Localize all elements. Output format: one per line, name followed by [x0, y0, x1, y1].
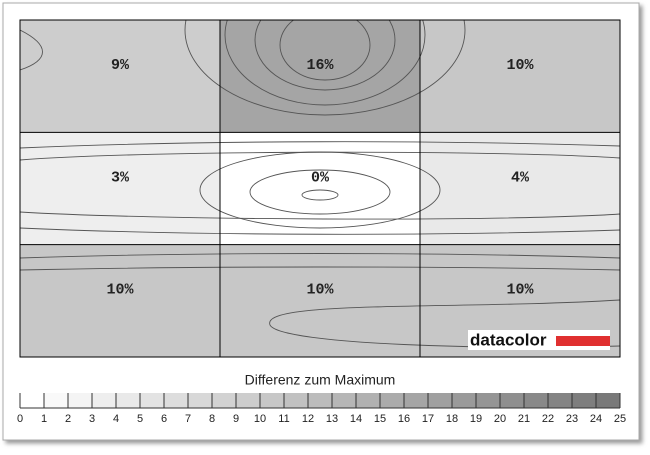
contour	[20, 151, 620, 161]
cell	[420, 20, 620, 133]
contour	[279, 20, 371, 81]
cell	[220, 132, 420, 245]
colorbar-tick-label: 21	[518, 413, 530, 425]
contour	[20, 253, 620, 259]
cell	[220, 20, 420, 133]
cell	[20, 20, 220, 133]
contour	[249, 169, 391, 215]
cell-label: 10%	[106, 282, 134, 299]
cell-label: 10%	[506, 57, 534, 74]
contours	[20, 20, 620, 348]
logo: datacolor	[470, 330, 547, 349]
colorbar-tick-label: 4	[113, 413, 119, 425]
cell	[20, 244, 220, 357]
contour	[20, 29, 43, 71]
colorbar-segment	[236, 393, 260, 408]
colorbar-tick-label: 6	[161, 413, 167, 425]
cell-label: 16%	[306, 57, 334, 74]
cell-label: 9%	[111, 57, 130, 74]
colorbar-tick-label: 23	[566, 413, 578, 425]
colorbar-segment	[404, 393, 428, 408]
colorbar-tick-label: 11	[278, 413, 289, 425]
colorbar-tick-label: 14	[350, 413, 362, 425]
cell-label: 4%	[511, 169, 530, 186]
colorbar-tick-label: 18	[446, 413, 458, 425]
colorbar-segment	[92, 393, 116, 408]
cell	[420, 132, 620, 245]
colorbar-tick-label: 2	[65, 413, 71, 425]
colorbar-tick-label: 12	[302, 413, 314, 425]
colorbar-segment	[332, 393, 356, 408]
colorbar-title: Differenz zum Maximum	[245, 372, 396, 388]
colorbar-tick-label: 10	[254, 413, 266, 425]
colorbar-segment	[20, 393, 44, 408]
colorbar-segment	[500, 393, 524, 408]
colorbar-tick-label: 19	[470, 413, 482, 425]
cell	[220, 244, 420, 357]
colorbar-segment	[164, 393, 188, 408]
colorbar-tick-label: 13	[326, 413, 338, 425]
colorbar-tick-label: 5	[137, 413, 143, 425]
contour	[20, 211, 620, 220]
colorbar-segment	[452, 393, 476, 408]
contour	[20, 141, 620, 149]
colorbar-segment	[476, 393, 500, 408]
colorbar-segment	[260, 393, 284, 408]
contour	[224, 20, 426, 106]
cell-label: 0%	[311, 169, 330, 186]
plot-border	[19, 19, 621, 358]
colorbar-segment	[44, 393, 68, 408]
colorbar-segment	[428, 393, 452, 408]
colorbar: 0 1 2 3 4 5 6 7 8 9 10 11 12 13 14 15 16 17 18 19 20 21 22 23 24…	[17, 393, 626, 425]
cell-label: 10%	[506, 282, 534, 299]
colorbar-segment	[116, 393, 140, 408]
colorbar-tick-label: 20	[494, 413, 506, 425]
logo-bar	[556, 336, 610, 346]
colorbar-tick-label: 1	[41, 413, 47, 425]
contour	[254, 20, 396, 91]
colorbar-segment	[308, 393, 332, 408]
colorbar-segment	[356, 393, 380, 408]
colorbar-tick-label: 7	[185, 413, 191, 425]
colorbar-tick-label: 25	[614, 413, 626, 425]
colorbar-segment	[572, 393, 596, 408]
colorbar-segment	[68, 393, 92, 408]
contour	[301, 189, 339, 201]
heatmap	[20, 20, 620, 357]
colorbar-segment	[380, 393, 404, 408]
colorbar-segment	[188, 393, 212, 408]
contour	[20, 266, 620, 271]
contour	[20, 227, 620, 235]
colorbar-segment	[596, 393, 620, 408]
cell-label: 3%	[111, 169, 130, 186]
colorbar-segment	[140, 393, 164, 408]
colorbar-tick-label: 15	[374, 413, 386, 425]
colorbar-tick-label: 3	[89, 413, 95, 425]
colorbar-segment	[284, 393, 308, 408]
colorbar-segment	[548, 393, 572, 408]
colorbar-tick-label: 9	[233, 413, 239, 425]
colorbar-tick-label: 8	[209, 413, 215, 425]
colorbar-segment	[212, 393, 236, 408]
colorbar-tick-label: 24	[590, 413, 602, 425]
contour	[184, 20, 466, 116]
cell-grid	[20, 20, 620, 357]
colorbar-tick-label: 22	[542, 413, 554, 425]
colorbar-tick-label: 0	[17, 413, 23, 425]
colorbar-tick-label: 17	[422, 413, 434, 425]
colorbar-tick-label: 16	[398, 413, 410, 425]
colorbar-segment	[524, 393, 548, 408]
cell	[20, 132, 220, 245]
cell-label: 10%	[306, 282, 334, 299]
